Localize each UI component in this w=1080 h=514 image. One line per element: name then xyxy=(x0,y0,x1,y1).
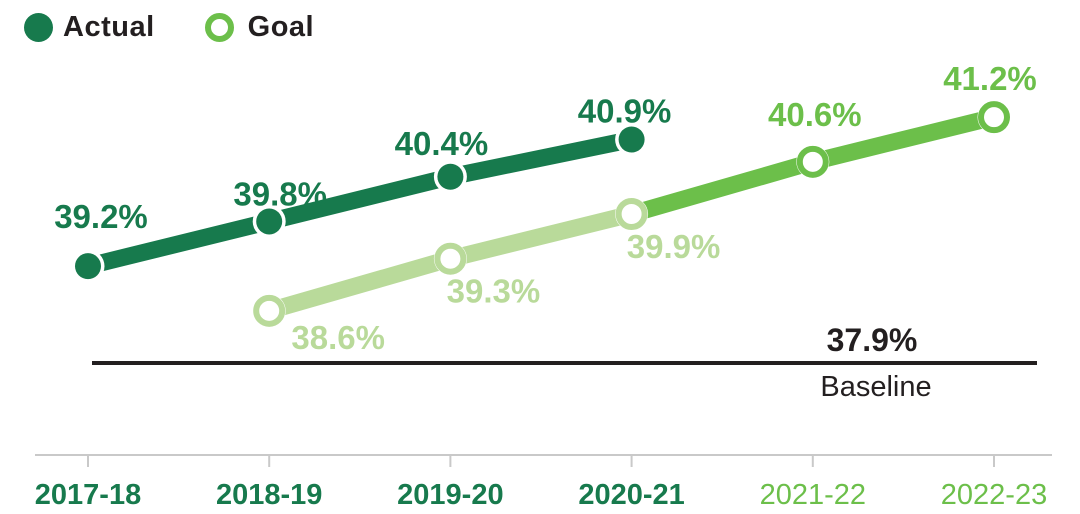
baseline-value-label: 37.9% xyxy=(827,322,918,358)
data-point-actual-2017-18 xyxy=(75,253,101,280)
x-label-2019-20: 2019-20 xyxy=(397,479,503,511)
point-label-actual-2018-19: 39.8% xyxy=(233,175,327,212)
x-label-2020-21: 2020-21 xyxy=(578,479,684,511)
legend-item-goal: Goal xyxy=(204,11,315,44)
data-point-actual-2018-19 xyxy=(256,208,283,235)
actual-filled-circle-icon xyxy=(24,13,53,42)
legend-item-actual: Actual xyxy=(24,11,155,44)
data-point-goal-2021-22 xyxy=(796,145,829,178)
x-label-2022-23: 2022-23 xyxy=(941,479,1047,511)
data-point-actual-2019-20 xyxy=(437,163,464,190)
data-point-goal-2022-23 xyxy=(978,101,1010,134)
actual-line-dark_green xyxy=(79,131,641,275)
point-label-actual-2019-20: 40.4% xyxy=(395,125,489,162)
point-label-actual-2020-21: 40.9% xyxy=(578,93,672,130)
goal-open-circle-icon xyxy=(204,13,234,42)
data-point-goal-2020-21 xyxy=(615,198,648,230)
x-label-2017-18: 2017-18 xyxy=(35,479,141,511)
data-point-goal-2018-19 xyxy=(253,294,286,327)
x-label-2018-19: 2018-19 xyxy=(216,479,322,511)
data-point-actual-2020-21 xyxy=(618,126,645,153)
baseline-caption: Baseline xyxy=(820,371,931,403)
point-label-goal-2022-23: 41.2% xyxy=(943,60,1037,97)
point-label-goal-2019-20: 39.3% xyxy=(447,273,541,310)
legend: Actual Goal xyxy=(24,11,314,44)
point-label-actual-2017-18: 39.2% xyxy=(54,198,148,235)
legend-label-actual: Actual xyxy=(63,11,155,43)
x-label-2021-22: 2021-22 xyxy=(760,479,866,511)
point-label-goal-2018-19: 38.6% xyxy=(291,319,385,356)
legend-label-goal: Goal xyxy=(247,11,315,43)
data-point-goal-2019-20 xyxy=(434,242,467,275)
point-label-goal-2021-22: 40.6% xyxy=(768,96,862,133)
point-label-goal-2020-21: 39.9% xyxy=(627,228,721,265)
